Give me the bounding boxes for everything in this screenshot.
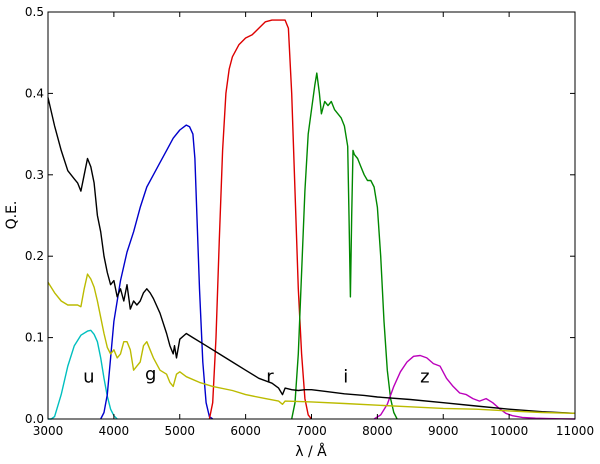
series-line-u <box>48 329 118 420</box>
x-tick-label: 10000 <box>490 424 528 438</box>
series-line-r <box>208 19 313 420</box>
band-label-u: u <box>83 366 94 387</box>
y-axis-label: Q.E. <box>4 201 20 230</box>
band-label-r: r <box>266 366 274 387</box>
y-tick-label: 0.2 <box>25 249 44 263</box>
band-label-i: i <box>343 366 348 387</box>
y-tick-label: 0.0 <box>25 412 44 426</box>
x-tick-label: 11000 <box>556 424 594 438</box>
axis-ticks: 3000 4000 5000 6000 7000 8000 9000 10000 11000 0.… <box>25 5 594 438</box>
x-tick-label: 3000 <box>33 424 64 438</box>
x-tick-label: 4000 <box>99 424 130 438</box>
x-tick-label: 7000 <box>296 424 327 438</box>
series-line-curve-6 <box>47 273 576 414</box>
plot-lines <box>47 19 576 420</box>
y-tick-label: 0.5 <box>25 5 44 19</box>
y-tick-label: 0.1 <box>25 331 44 345</box>
series-line-curve-5 <box>47 97 576 414</box>
x-tick-label: 9000 <box>428 424 459 438</box>
plot-frame <box>47 11 576 420</box>
series-line-g <box>100 124 214 420</box>
x-axis-label: λ / Å <box>295 443 327 460</box>
series-line-z <box>373 354 576 420</box>
series-line-i <box>291 72 398 420</box>
x-tick-label: 5000 <box>164 424 195 438</box>
y-tick-label: 0.4 <box>25 86 44 100</box>
x-tick-label: 6000 <box>230 424 261 438</box>
band-label-z: z <box>420 366 429 387</box>
y-tick-label: 0.3 <box>25 168 44 182</box>
x-tick-label: 8000 <box>362 424 393 438</box>
band-label-g: g <box>145 364 156 385</box>
